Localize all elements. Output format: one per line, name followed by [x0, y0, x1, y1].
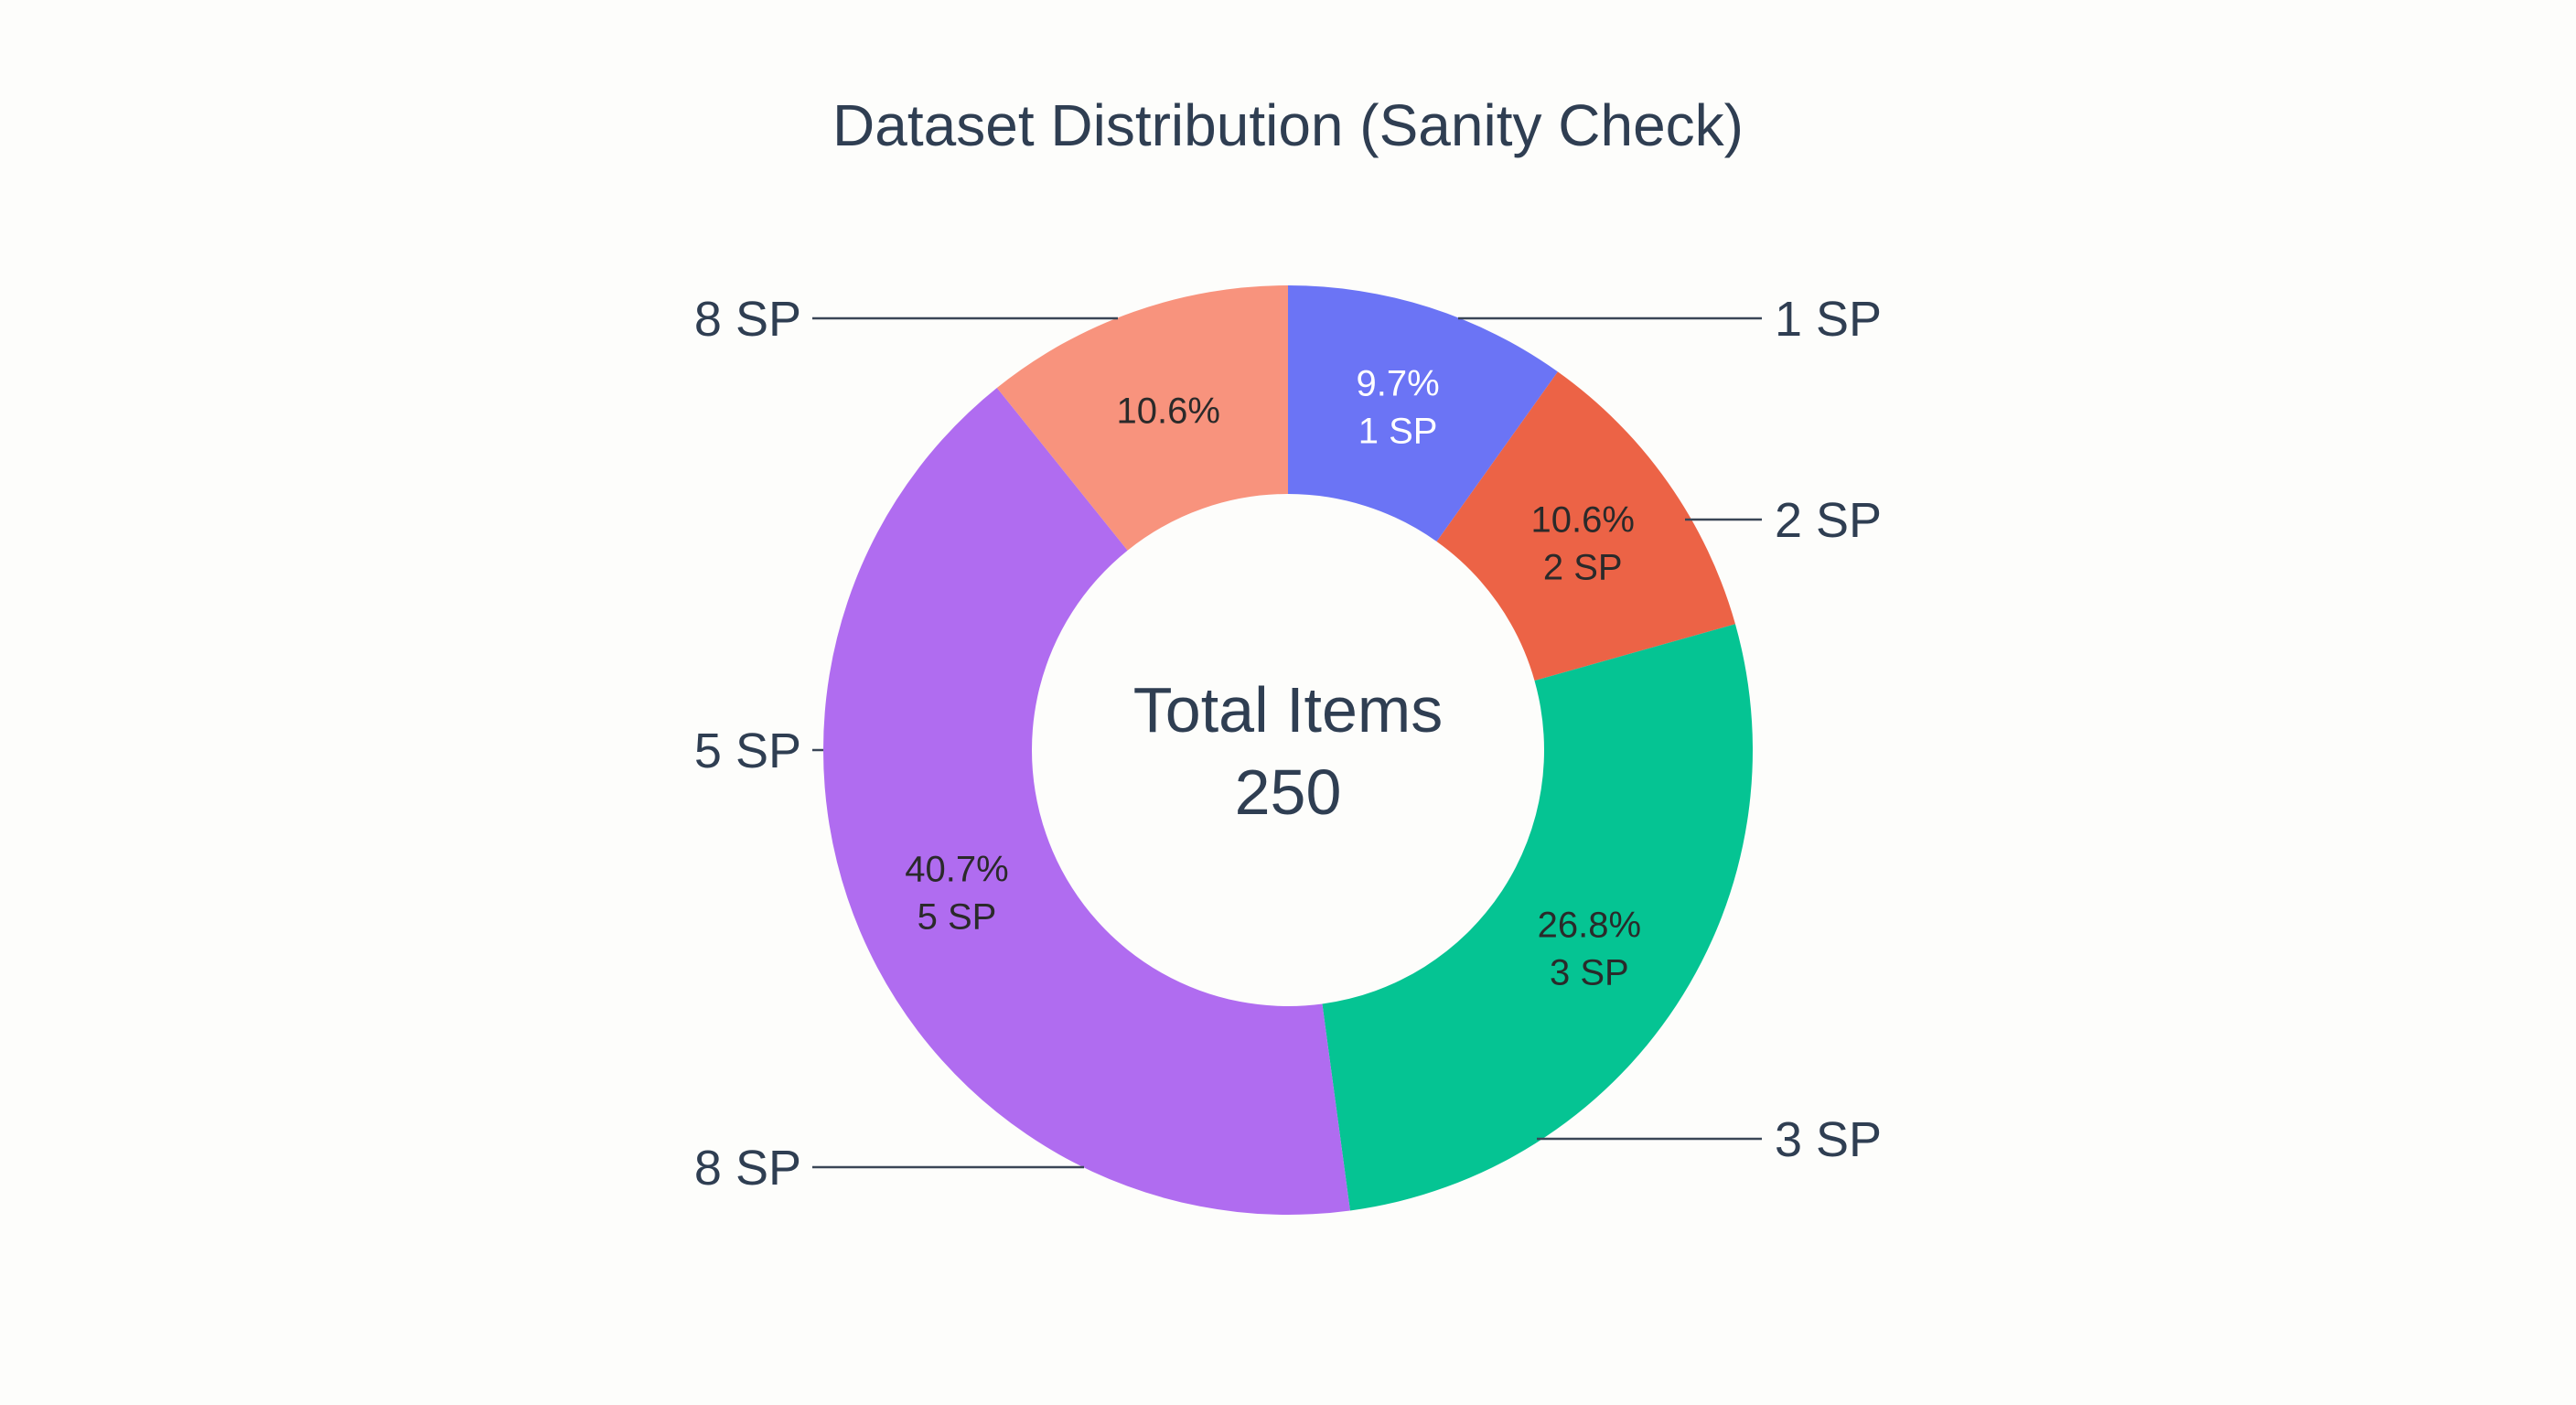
leader-lines: [812, 316, 1762, 1169]
center-label: Total Items: [1133, 674, 1443, 745]
chart-title: Dataset Distribution (Sanity Check): [832, 92, 1744, 158]
outer-label-3: 8 SP: [694, 292, 801, 347]
slice-labels: 9.7% 1 SP 10.6% 2 SP 26.8% 3 SP 40.7% 5 SP 10.6%: [905, 364, 1641, 993]
slice-label-5sp-percent: 40.7%: [905, 849, 1008, 889]
slice-label-2sp-percent: 10.6%: [1531, 499, 1635, 540]
outer-label-4: 5 SP: [694, 724, 801, 778]
slice-label-3sp-percent: 26.8%: [1538, 905, 1641, 945]
slice-8sp: [996, 285, 1288, 551]
slice-label-1sp-percent: 9.7%: [1356, 364, 1439, 404]
slices-layer: [823, 285, 1753, 1215]
slice-label-5sp-name: 5 SP: [918, 896, 997, 937]
outer-label-1: 2 SP: [1775, 493, 1882, 548]
slice-5sp: [823, 387, 1350, 1215]
outer-label-0: 1 SP: [1775, 292, 1882, 347]
outer-label-2: 3 SP: [1775, 1112, 1882, 1167]
outer-labels: 1 SP 2 SP 3 SP 8 SP 5 SP 8 SP: [694, 292, 1882, 1196]
slice-label-2sp-name: 2 SP: [1543, 547, 1623, 587]
slice-3sp: [1322, 624, 1753, 1211]
slice-label-8sp-percent: 10.6%: [1116, 391, 1219, 431]
slice-label-1sp-name: 1 SP: [1358, 412, 1438, 452]
outer-label-5: 8 SP: [694, 1141, 801, 1196]
center-value: 250: [1235, 756, 1342, 828]
slice-label-3sp-name: 3 SP: [1550, 952, 1629, 992]
slice-1sp: [1288, 285, 1558, 542]
slice-2sp: [1436, 371, 1735, 681]
